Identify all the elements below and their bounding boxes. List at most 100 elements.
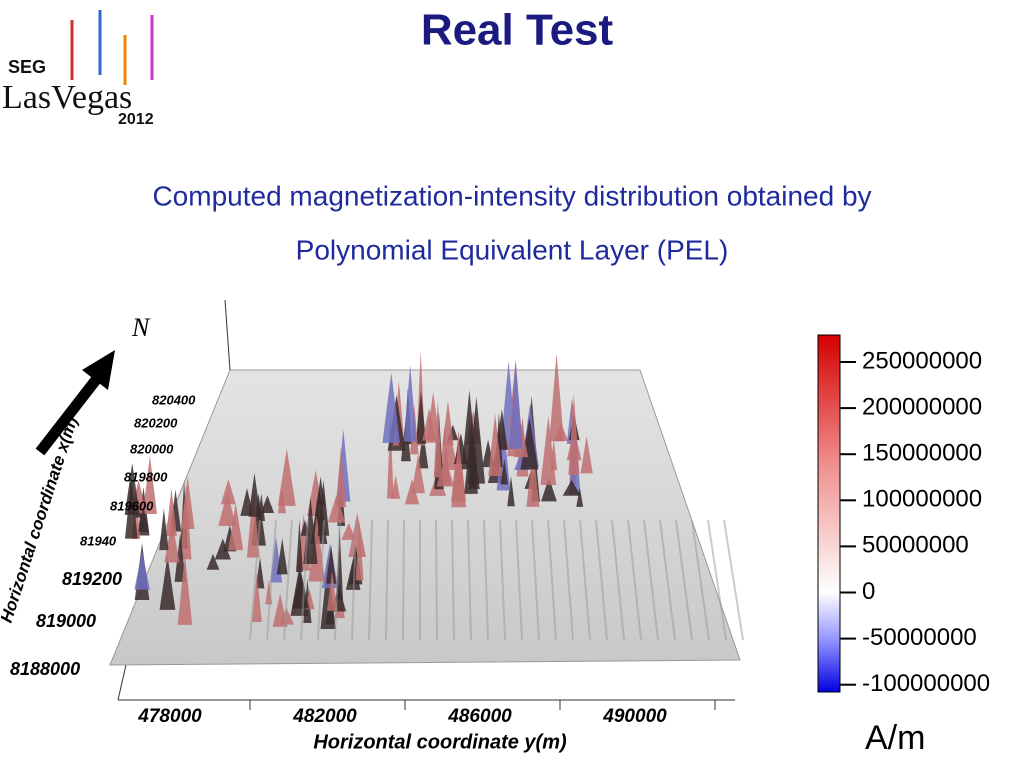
spike: [348, 512, 367, 557]
spike: [166, 488, 177, 537]
spike: [549, 353, 564, 442]
spike: [508, 360, 523, 449]
colorbar-tick-label: 100000000: [862, 486, 982, 513]
spike: [124, 477, 138, 539]
ridge: [595, 519, 608, 641]
ridge: [499, 519, 506, 641]
spike: [159, 555, 176, 610]
y-tick-label: 820400: [152, 392, 196, 407]
spike: [335, 446, 347, 508]
spike: [451, 438, 467, 508]
colorbar-ticks: 250000000 200000000 150000000 100000000 5000…: [840, 347, 990, 697]
y-tick-label: 820000: [130, 441, 174, 456]
spike: [180, 476, 195, 529]
ridge: [351, 519, 357, 641]
ridge: [547, 519, 557, 641]
spike: [260, 495, 275, 514]
ridge: [300, 519, 309, 641]
ridge: [723, 519, 744, 641]
spike: [327, 571, 338, 611]
y-tick-label: 819000: [36, 611, 96, 631]
axis-line: [117, 664, 127, 701]
ridge: [563, 519, 574, 641]
spike: [468, 451, 480, 490]
spike: [296, 519, 303, 572]
spike: [159, 508, 169, 551]
ridge: [402, 519, 405, 641]
spike: [403, 365, 417, 442]
ridge: [675, 519, 693, 641]
spike: [461, 390, 478, 470]
spike: [382, 372, 401, 443]
ridge: [659, 519, 676, 641]
y-tick-label: 819600: [110, 498, 154, 513]
spike: [214, 538, 231, 560]
x-axis-label: Horizontal coordinate y(m): [313, 731, 567, 753]
title: Real Test: [421, 6, 614, 55]
colorbar-unit: A/m: [865, 719, 925, 757]
spike: [326, 545, 337, 584]
colorbar-tick-label: -100000000: [862, 670, 990, 697]
spike: [411, 453, 425, 494]
spike: [426, 392, 441, 443]
ridge: [266, 519, 277, 641]
ridge: [451, 519, 455, 641]
subtitle: Computed magnetization-intensity distrib…: [152, 180, 871, 211]
axis-line: [224, 299, 231, 371]
subtitle: Polynomial Equivalent Layer (PEL): [296, 234, 729, 265]
spike: [417, 430, 429, 469]
ridge: [467, 519, 472, 641]
x-tick-label: 482000: [292, 706, 357, 727]
spike: [526, 448, 540, 507]
spike: [317, 480, 330, 536]
colorbar-tick-label: -50000000: [862, 624, 977, 651]
spike: [541, 477, 557, 502]
y-tick-label: 819200: [62, 569, 122, 589]
surface: [109, 299, 744, 666]
ridge: [643, 519, 659, 641]
spike: [248, 473, 261, 517]
north-arrow: [35, 368, 107, 456]
surface-base: [109, 369, 741, 666]
logo: SEG LasVegas 2012: [2, 10, 154, 128]
spike: [142, 455, 157, 515]
y-tick-label: 819800: [124, 469, 168, 484]
north-arrowhead: [82, 350, 115, 390]
spike: [174, 532, 186, 582]
spike: [436, 456, 455, 487]
spike: [580, 436, 593, 474]
spike: [327, 494, 346, 523]
y-tick-label: 8188000: [10, 659, 80, 679]
x-tick-label: 490000: [602, 706, 667, 727]
spike: [554, 422, 569, 441]
ridge: [707, 519, 727, 641]
ridge: [515, 519, 523, 641]
ridge: [627, 519, 642, 641]
ridge: [435, 519, 438, 641]
logo-year: 2012: [118, 111, 154, 128]
logo-city: LasVegas: [2, 79, 132, 116]
ridge: [334, 519, 341, 641]
ridge: [691, 519, 710, 641]
y-ticks: 8188000 819000 819200 81940 819600 819800 8200…: [10, 392, 196, 678]
spike: [228, 502, 244, 551]
ridge: [368, 519, 373, 641]
spike: [134, 550, 150, 590]
ridge: [385, 519, 389, 641]
spike: [576, 487, 584, 507]
spike: [246, 490, 260, 558]
spike: [292, 570, 310, 609]
x-tick-label: 478000: [137, 706, 202, 727]
ridge: [611, 519, 625, 641]
spike: [442, 400, 454, 446]
spike: [415, 390, 427, 444]
spike: [177, 554, 193, 625]
colorbar: [817, 334, 841, 693]
spike: [164, 521, 180, 563]
spike: [206, 553, 220, 570]
y-tick-label: 820200: [134, 415, 178, 430]
y-tick-label: 81940: [80, 533, 117, 548]
spike: [218, 492, 237, 526]
